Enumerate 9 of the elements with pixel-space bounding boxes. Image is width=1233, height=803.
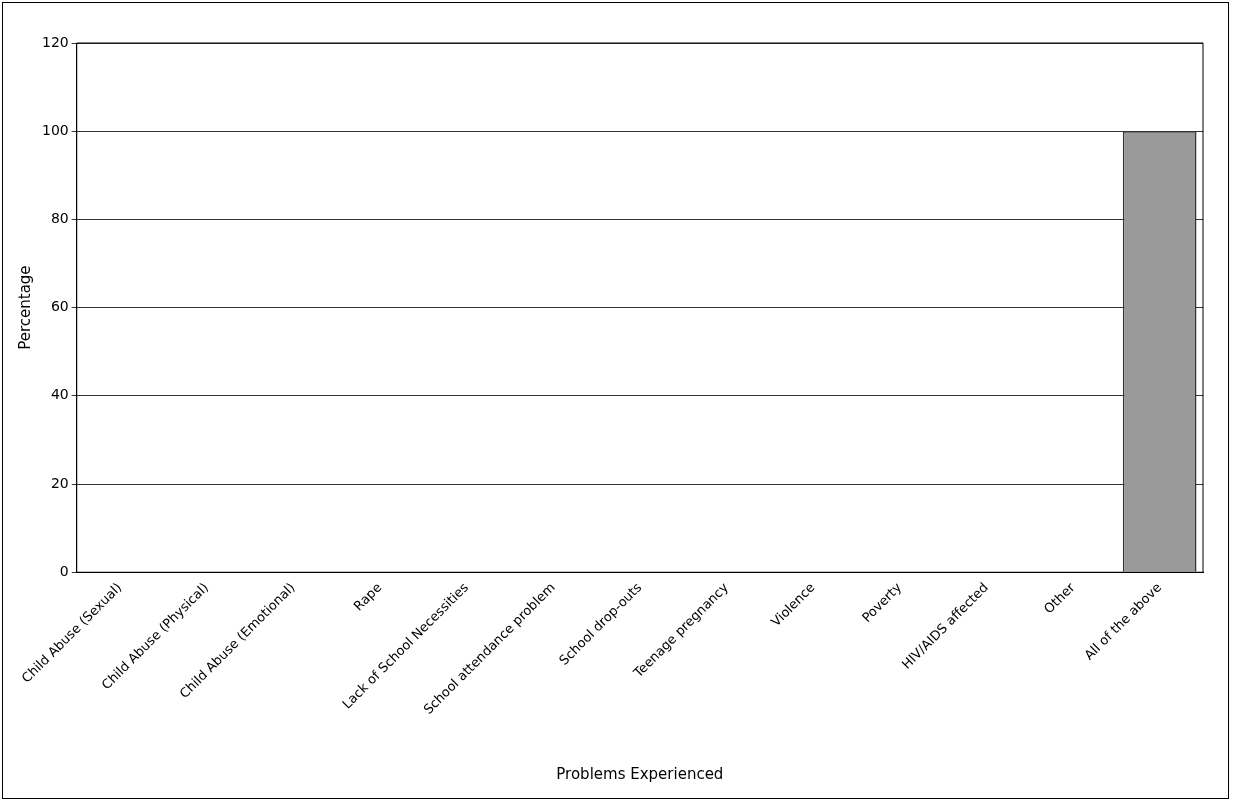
y-tick-label: 120 [41, 33, 69, 50]
y-tick-label: 80 [50, 210, 69, 227]
y-tick-label: 60 [50, 298, 69, 315]
y-tick-label: 20 [50, 474, 69, 491]
x-axis-title: Problems Experienced [556, 764, 724, 783]
y-axis-title: Percentage [15, 265, 34, 350]
y-tick-label: 40 [50, 386, 69, 403]
y-tick-label: 0 [59, 562, 69, 579]
y-tick-label: 100 [41, 121, 69, 138]
